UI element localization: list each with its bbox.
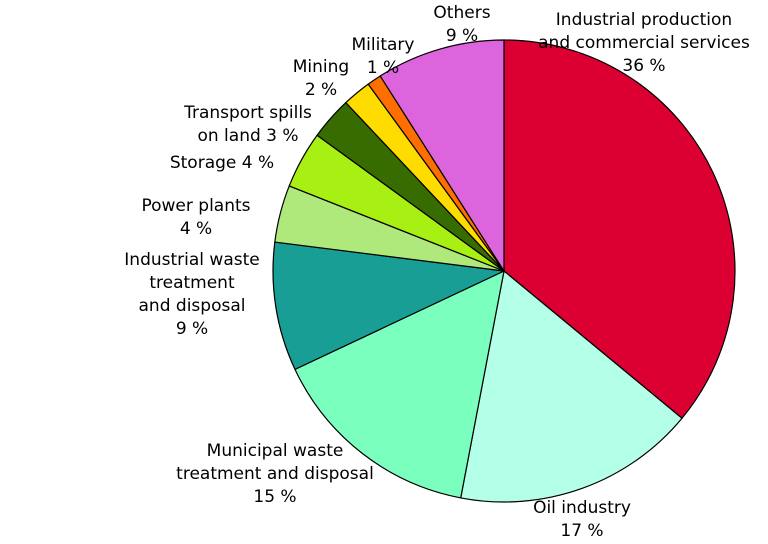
slice-label-3-line-3: 9 % [176, 319, 208, 339]
slice-label-4-line-0: Power plants [141, 196, 250, 216]
slice-label-6: Transport spills on land 3 % [183, 103, 312, 146]
slice-label-2-line-2: 15 % [253, 487, 296, 507]
slice-label-8-line-0: Military [352, 35, 415, 55]
slice-label-9-line-1: 9 % [446, 26, 478, 46]
slice-label-9: Others 9 % [433, 3, 490, 46]
labels-layer: Industrial production and commercial serv… [124, 3, 750, 541]
slice-label-2: Municipal waste treatment and disposal 15 … [176, 441, 374, 507]
slice-label-5-line-0: Storage 4 % [170, 153, 274, 173]
slice-label-5: Storage 4 % [170, 153, 274, 173]
slice-label-2-line-1: treatment and disposal [176, 464, 374, 484]
slice-label-1: Oil industry 17 % [533, 498, 631, 540]
slice-label-6-line-0: Transport spills [183, 103, 312, 123]
slice-label-7: Mining 2 % [293, 57, 349, 100]
slice-label-3-line-1: treatment [149, 273, 235, 293]
slice-label-2-line-0: Municipal waste [207, 441, 344, 461]
slice-label-4-line-1: 4 % [180, 219, 212, 239]
pie-slice-0 [503, 39, 736, 419]
slice-label-7-line-0: Mining [293, 57, 349, 77]
slice-label-0: Industrial production and commercial serv… [538, 10, 750, 76]
slice-label-1-line-1: 17 % [560, 521, 603, 540]
slice-label-9-line-0: Others [433, 3, 490, 23]
pie-slice-2 [294, 270, 505, 499]
slices-layer [272, 39, 736, 503]
slice-label-3: Industrial waste treatment and disposal 9 % [124, 250, 259, 339]
slice-label-0-line-1: and commercial services [538, 33, 750, 53]
slice-label-8: Military 1 % [352, 35, 415, 78]
slice-label-0-line-2: 36 % [622, 56, 665, 76]
slice-label-3-line-2: and disposal [139, 296, 246, 316]
slice-label-6-line-1: on land 3 % [197, 126, 298, 146]
slice-label-4: Power plants 4 % [141, 196, 250, 239]
slice-label-8-line-1: 1 % [367, 58, 399, 78]
pie-slice-9 [379, 39, 505, 272]
slice-label-1-line-0: Oil industry [533, 498, 631, 518]
slice-label-0-line-0: Industrial production [556, 10, 732, 30]
pie-slice-1 [460, 270, 683, 503]
slice-label-7-line-1: 2 % [305, 80, 337, 100]
pie-slice-3 [272, 241, 505, 370]
slice-label-3-line-0: Industrial waste [124, 250, 259, 270]
